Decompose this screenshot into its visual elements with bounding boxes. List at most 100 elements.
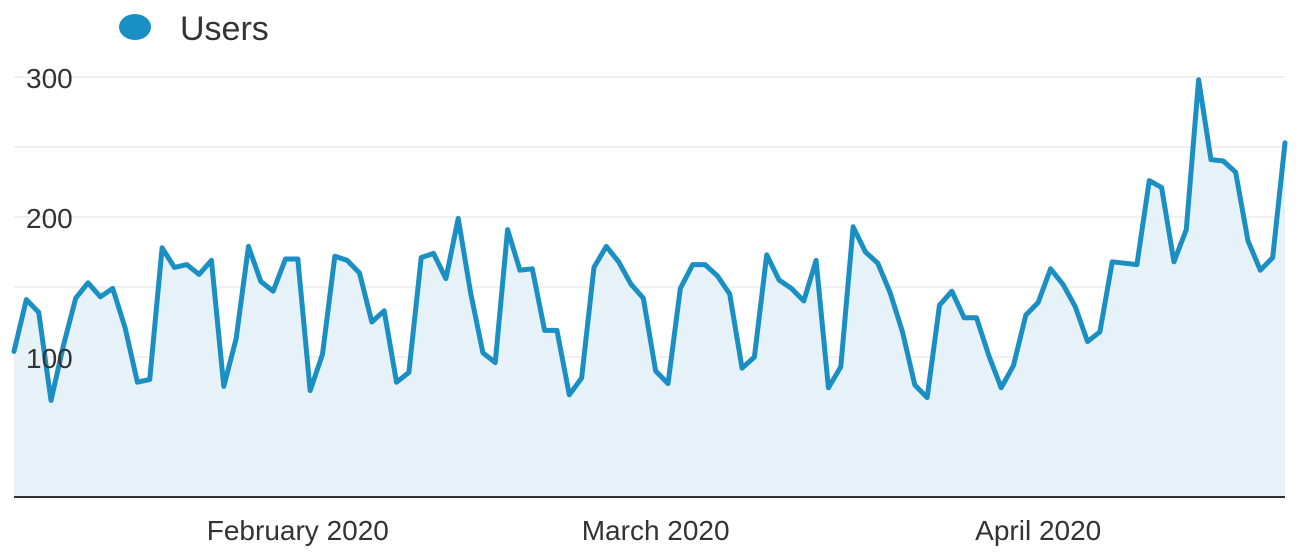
data-point[interactable] — [232, 335, 240, 343]
data-point[interactable] — [1182, 226, 1190, 234]
data-point[interactable] — [1256, 266, 1264, 274]
data-point[interactable] — [997, 384, 1005, 392]
data-point[interactable] — [504, 226, 512, 234]
data-point[interactable] — [824, 384, 832, 392]
data-point[interactable] — [1059, 280, 1067, 288]
data-point[interactable] — [861, 248, 869, 256]
data-point[interactable] — [602, 242, 610, 250]
data-point[interactable] — [701, 261, 709, 269]
data-point[interactable] — [281, 255, 289, 263]
data-point[interactable] — [417, 254, 425, 262]
data-point[interactable] — [516, 266, 524, 274]
data-point[interactable] — [380, 307, 388, 315]
data-point[interactable] — [207, 256, 215, 264]
data-point[interactable] — [763, 251, 771, 259]
data-point[interactable] — [1269, 254, 1277, 262]
data-point[interactable] — [1170, 258, 1178, 266]
data-point[interactable] — [911, 381, 919, 389]
data-point[interactable] — [220, 382, 228, 390]
data-point[interactable] — [244, 242, 252, 250]
data-point[interactable] — [713, 272, 721, 280]
data-point[interactable] — [121, 324, 129, 332]
data-point[interactable] — [948, 287, 956, 295]
data-point[interactable] — [479, 349, 487, 357]
data-point[interactable] — [1219, 157, 1227, 165]
data-point[interactable] — [170, 263, 178, 271]
data-point[interactable] — [775, 276, 783, 284]
data-point[interactable] — [627, 280, 635, 288]
data-point[interactable] — [886, 289, 894, 297]
data-point[interactable] — [1108, 258, 1116, 266]
data-point[interactable] — [467, 289, 475, 297]
legend[interactable]: Users — [119, 10, 269, 48]
data-point[interactable] — [35, 308, 43, 316]
data-point[interactable] — [1244, 237, 1252, 245]
data-point[interactable] — [331, 252, 339, 260]
data-point[interactable] — [750, 353, 758, 361]
data-point[interactable] — [430, 249, 438, 257]
data-point[interactable] — [726, 290, 734, 298]
data-point[interactable] — [1121, 259, 1129, 267]
data-point[interactable] — [1281, 139, 1289, 147]
data-point[interactable] — [676, 284, 684, 292]
data-point[interactable] — [72, 294, 80, 302]
data-point[interactable] — [1071, 303, 1079, 311]
data-point[interactable] — [812, 256, 820, 264]
data-point[interactable] — [639, 294, 647, 302]
data-point[interactable] — [96, 293, 104, 301]
data-point[interactable] — [146, 375, 154, 383]
data-point[interactable] — [874, 259, 882, 267]
data-point[interactable] — [195, 270, 203, 278]
data-point[interactable] — [356, 269, 364, 277]
data-point[interactable] — [368, 318, 376, 326]
data-point[interactable] — [985, 352, 993, 360]
data-point[interactable] — [269, 287, 277, 295]
data-point[interactable] — [442, 275, 450, 283]
data-point[interactable] — [1084, 338, 1092, 346]
data-point[interactable] — [578, 374, 586, 382]
data-point[interactable] — [541, 326, 549, 334]
data-point[interactable] — [491, 359, 499, 367]
data-point[interactable] — [257, 277, 265, 285]
data-point[interactable] — [158, 244, 166, 252]
data-point[interactable] — [306, 387, 314, 395]
data-point[interactable] — [528, 265, 536, 273]
data-point[interactable] — [652, 367, 660, 375]
data-point[interactable] — [664, 380, 672, 388]
data-point[interactable] — [553, 326, 561, 334]
data-point[interactable] — [183, 261, 191, 269]
data-point[interactable] — [590, 263, 598, 271]
data-point[interactable] — [109, 284, 117, 292]
data-point[interactable] — [1010, 361, 1018, 369]
data-point[interactable] — [405, 368, 413, 376]
data-point[interactable] — [319, 350, 327, 358]
data-point[interactable] — [935, 301, 943, 309]
data-point[interactable] — [787, 284, 795, 292]
data-point[interactable] — [393, 378, 401, 386]
data-point[interactable] — [738, 364, 746, 372]
data-point[interactable] — [1034, 298, 1042, 306]
data-point[interactable] — [1047, 265, 1055, 273]
data-point[interactable] — [615, 258, 623, 266]
data-point[interactable] — [960, 314, 968, 322]
data-point[interactable] — [565, 391, 573, 399]
data-point[interactable] — [10, 347, 18, 355]
data-point[interactable] — [1022, 311, 1030, 319]
data-point[interactable] — [1232, 168, 1240, 176]
data-point[interactable] — [294, 255, 302, 263]
data-point[interactable] — [898, 328, 906, 336]
data-point[interactable] — [1195, 76, 1203, 84]
data-point[interactable] — [47, 396, 55, 404]
data-point[interactable] — [454, 214, 462, 222]
data-point[interactable] — [849, 223, 857, 231]
data-point[interactable] — [837, 363, 845, 371]
data-point[interactable] — [1096, 328, 1104, 336]
data-point[interactable] — [800, 297, 808, 305]
data-point[interactable] — [1158, 184, 1166, 192]
data-point[interactable] — [84, 279, 92, 287]
data-point[interactable] — [1207, 156, 1215, 164]
data-point[interactable] — [923, 394, 931, 402]
data-point[interactable] — [1133, 261, 1141, 269]
data-point[interactable] — [689, 261, 697, 269]
data-point[interactable] — [1145, 177, 1153, 185]
